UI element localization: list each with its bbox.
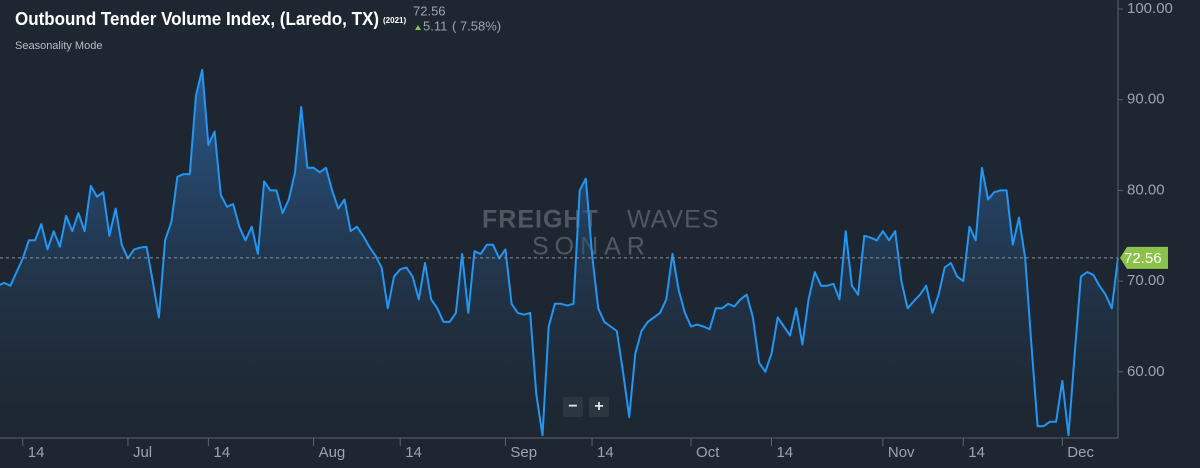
x-tick-label: 14 — [776, 444, 793, 461]
x-tick-label: Jul — [133, 444, 152, 461]
x-tick-label: Nov — [888, 444, 915, 461]
zoom-in-button[interactable] — [589, 397, 609, 417]
zoom-in-label[interactable]: + — [594, 398, 603, 415]
y-tick-label: 80.00 — [1127, 181, 1165, 198]
x-tick-label: Sep — [510, 444, 537, 461]
x-tick-label: 14 — [405, 444, 422, 461]
header-change-pct: ( 7.58%) — [452, 18, 501, 33]
up-arrow — [415, 25, 421, 30]
zoom-out-button[interactable] — [563, 397, 583, 417]
y-tick-label: 60.00 — [1127, 363, 1165, 380]
zoom-controls: − + — [563, 397, 609, 417]
title-tag: (2021) — [383, 16, 406, 25]
y-tick-label: 90.00 — [1127, 91, 1165, 108]
zoom-out-label[interactable]: − — [568, 398, 577, 415]
last-value-badge — [1120, 246, 1168, 269]
x-tick-label: 14 — [968, 444, 985, 461]
last-value-label: 72.56 — [1124, 250, 1162, 267]
plot-area — [0, 68, 1119, 438]
x-tick-label: 14 — [597, 444, 614, 461]
chart-title: Outbound Tender Volume Index, (Laredo, T… — [15, 9, 379, 29]
watermark-text: WAVES — [627, 206, 720, 234]
line — [0, 68, 1119, 437]
x-tick-label: Oct — [696, 444, 720, 461]
x-tick-label: Aug — [319, 444, 346, 461]
header-change: 5.11 — [423, 18, 447, 33]
y-tick-label: 100.00 — [1127, 0, 1173, 17]
y-tick-label: 70.00 — [1127, 272, 1165, 289]
x-tick-label: 14 — [28, 444, 45, 461]
subtitle: Seasonality Mode — [15, 40, 102, 52]
area — [0, 69, 1118, 438]
x-tick-label: Dec — [1067, 444, 1094, 461]
x-tick-label: 14 — [213, 444, 230, 461]
header-value: 72.56 — [413, 3, 446, 18]
